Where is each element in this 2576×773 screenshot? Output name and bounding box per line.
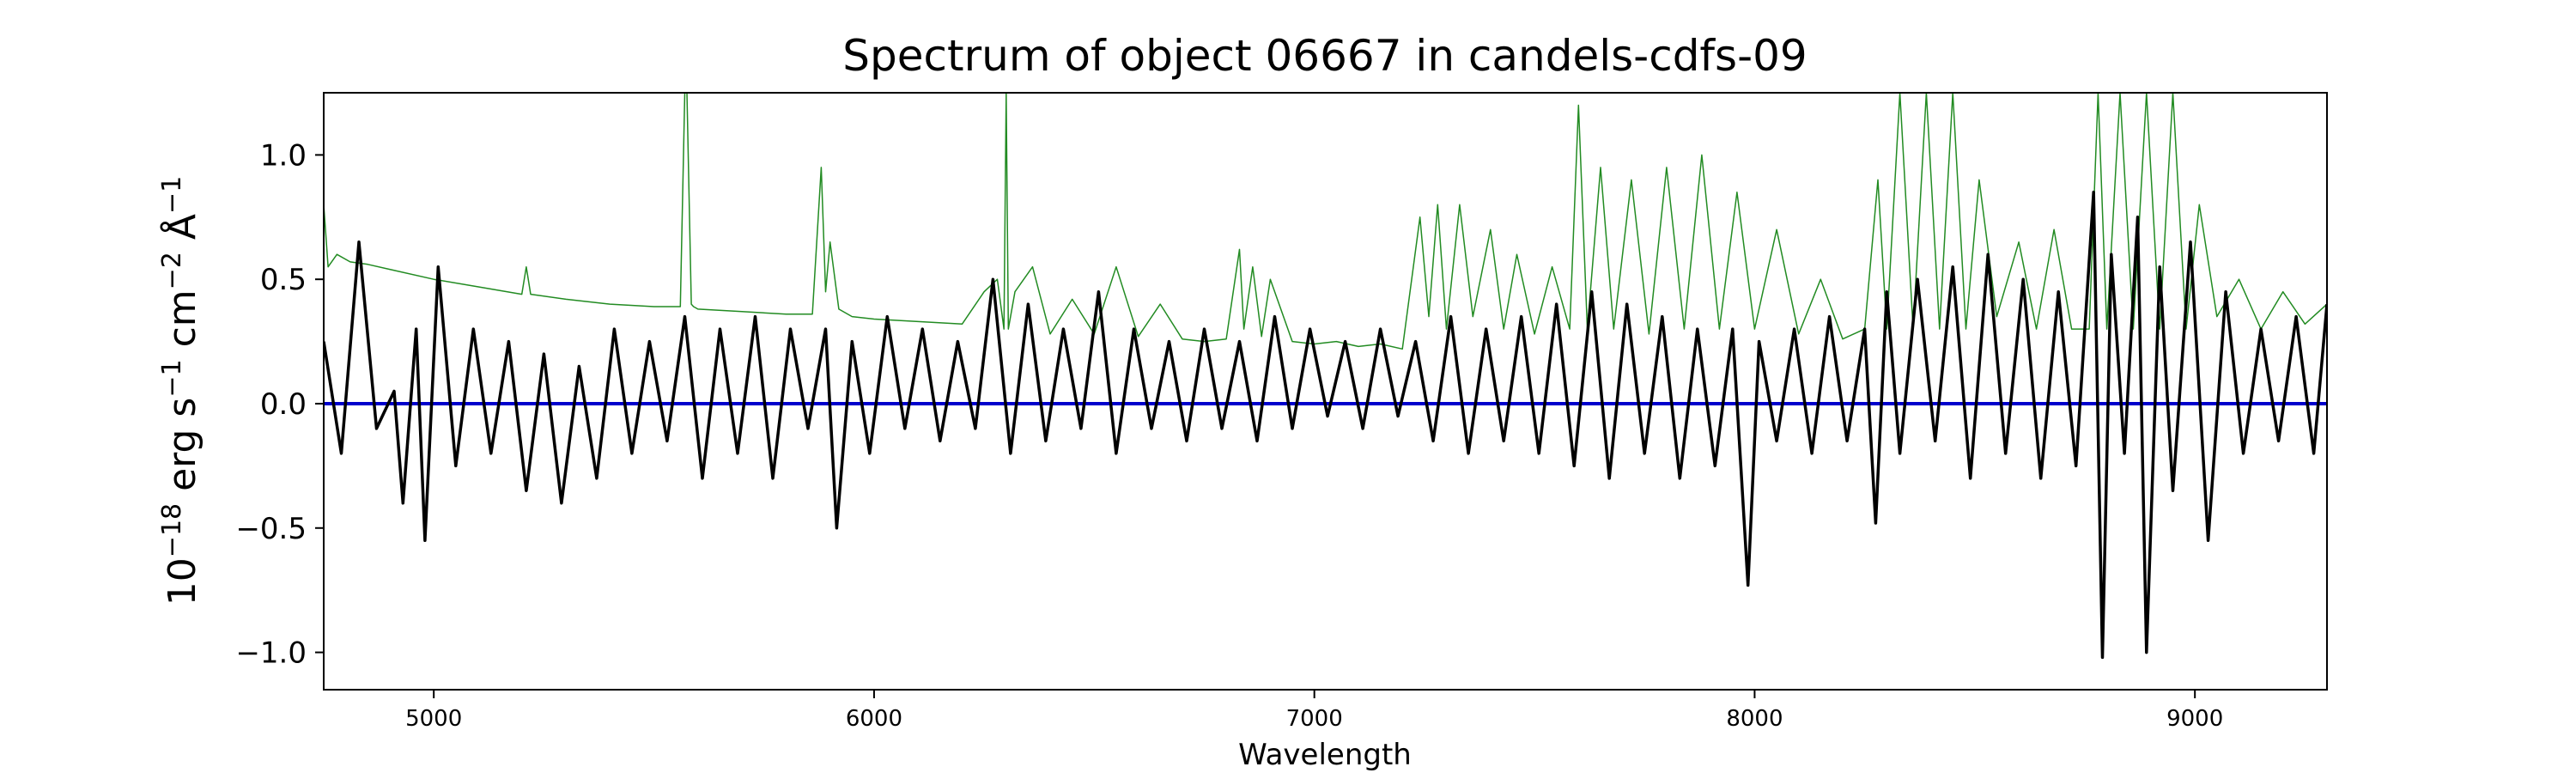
x-axis: 5000 6000 7000 8000 9000 xyxy=(405,690,2223,732)
y-tick-label: 0.5 xyxy=(260,263,307,297)
series-line-error xyxy=(324,93,2327,350)
y-tick-label: 0.0 xyxy=(260,387,307,422)
x-axis-label: Wavelength xyxy=(1238,738,1412,772)
y-tick-label: 1.0 xyxy=(260,138,307,173)
y-tick-label: −1.0 xyxy=(235,636,307,671)
plot-lines xyxy=(324,93,2327,660)
y-axis-label: 10−18 erg s−1 cm−2 Å−1 xyxy=(157,176,205,606)
x-tick-label: 8000 xyxy=(1726,706,1783,732)
y-tick-label: −0.5 xyxy=(235,512,307,546)
chart-title: Spectrum of object 06667 in candels-cdfs… xyxy=(842,31,1807,81)
x-tick-label: 7000 xyxy=(1286,706,1343,732)
x-tick-label: 6000 xyxy=(846,706,902,732)
y-axis: −1.0 −0.5 0.0 0.5 1.0 xyxy=(235,138,324,671)
x-tick-label: 9000 xyxy=(2166,706,2223,732)
plot-frame xyxy=(323,92,2328,691)
x-tick-label: 5000 xyxy=(405,706,462,732)
series-line-flux xyxy=(324,191,2327,660)
